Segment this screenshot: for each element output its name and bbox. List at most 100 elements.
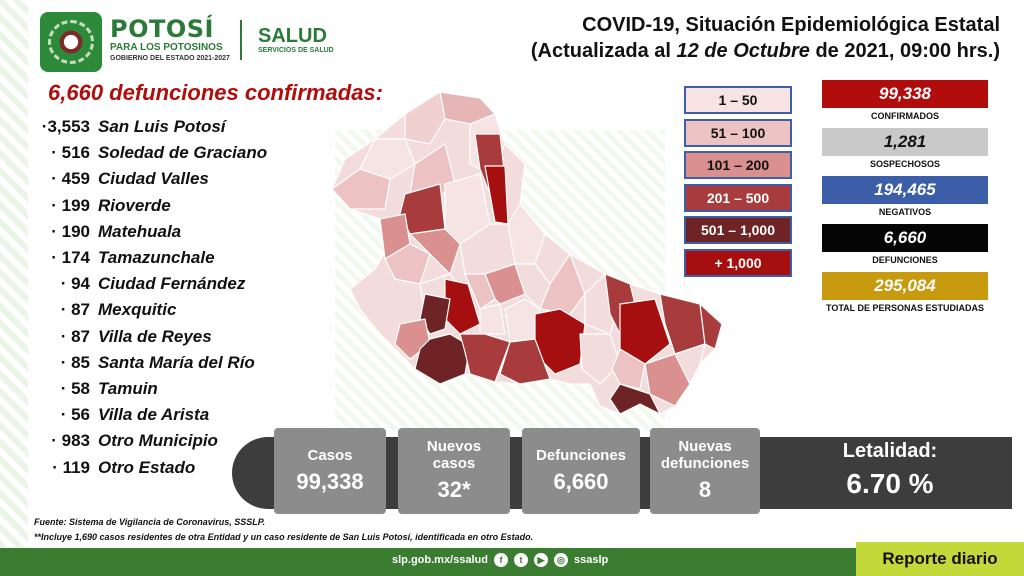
casos-card: Casos 99,338 — [274, 428, 386, 514]
title-suffix: de 2021, 09:00 hrs.) — [809, 40, 1000, 62]
brand-block: POTOSÍ PARA LOS POTOSINOS GOBIERNO DEL E… — [110, 16, 230, 64]
map-region — [459, 333, 511, 383]
map-legend: 1 – 50 51 – 100 101 – 200 201 – 500 501 – 1,… — [684, 86, 792, 282]
title-line-2: (Actualizada al 12 de Octubre de 2021, 0… — [531, 38, 1000, 64]
municipality-name: Soledad de Graciano — [98, 143, 268, 163]
header-divider — [240, 20, 242, 60]
municipality-count: · 983 — [51, 431, 90, 451]
stat-value: 6,660 — [822, 224, 988, 252]
municipality-row: ·3,553 San Luis Potosí — [30, 114, 330, 140]
stat-label: CONFIRMADOS — [871, 111, 939, 121]
legend-item: 201 – 500 — [684, 183, 792, 212]
municipality-count: · 516 — [51, 143, 90, 163]
municipality-count: · 190 — [51, 221, 90, 241]
municipality-row: · 199 Rioverde — [30, 193, 330, 219]
municipality-row: · 190 Matehuala — [30, 219, 330, 245]
legend-item: 1 – 50 — [684, 86, 792, 114]
youtube-icon[interactable]: ▶ — [533, 553, 548, 567]
municipality-list: ·3,553 San Luis Potosí · 516 Soledad de Gra… — [30, 114, 330, 481]
casos-value: 99,338 — [296, 468, 364, 494]
municipality-name: Villa de Reyes — [98, 326, 212, 346]
map-region — [479, 303, 506, 335]
municipality-name: Villa de Arista — [98, 405, 210, 425]
municipality-row: · 87 Villa de Reyes — [30, 324, 330, 350]
nuevas-defunciones-value: 8 — [698, 477, 712, 502]
municipality-name: Ciudad Valles — [98, 169, 209, 189]
municipality-count: · 56 — [60, 405, 90, 425]
stat-block: 99,338 CONFIRMADOS — [822, 80, 988, 122]
map-region — [499, 338, 551, 385]
page-title: COVID-19, Situación Epidemiológica Estat… — [531, 12, 1000, 64]
stats-panel: 99,338 CONFIRMADOS 1,281 SOSPECHOSOS 194,465… — [822, 80, 988, 320]
legend-item: + 1,000 — [684, 248, 792, 277]
municipality-count: · 459 — [51, 169, 90, 189]
stat-label: SOSPECHOSOS — [869, 159, 941, 169]
twitter-icon[interactable]: t — [513, 553, 528, 567]
stat-value: 99,338 — [822, 80, 988, 108]
salud-block: SALUD SERVICIOS DE SALUD — [258, 25, 334, 54]
municipality-count: · 87 — [60, 326, 90, 346]
defunciones-value: 6,660 — [553, 468, 609, 494]
website-link[interactable]: slp.gob.mx/ssalud — [392, 554, 488, 566]
stat-label: TOTAL DE PERSONAS ESTUDIADAS — [825, 303, 985, 313]
municipality-count: · 199 — [51, 195, 90, 215]
municipality-row: · 56 Villa de Arista — [30, 402, 330, 428]
nuevos-casos-label: Nuevos casos — [426, 438, 482, 472]
salud-name: SALUD — [258, 25, 327, 47]
municipality-name: Santa María del Río — [98, 352, 255, 372]
municipality-row: · 85 Santa María del Río — [30, 350, 330, 376]
stat-block: 295,084 TOTAL DE PERSONAS ESTUDIADAS — [822, 272, 988, 314]
nuevas-defunciones-card: Nuevas defunciones 8 — [650, 428, 760, 514]
legend-item: 501 – 1,000 — [684, 216, 792, 245]
map-region — [331, 168, 391, 210]
municipality-count: · 174 — [51, 248, 90, 268]
stat-label: NEGATIVOS — [878, 207, 932, 217]
municipality-name: Tamuin — [98, 378, 158, 398]
stat-value: 194,465 — [822, 176, 988, 204]
legend-item: 101 – 200 — [684, 151, 792, 180]
brand-subtitle: PARA LOS POTOSINOS — [110, 42, 223, 53]
municipality-name: Matehuala — [98, 221, 182, 241]
instagram-icon[interactable]: ◎ — [553, 553, 568, 567]
defunciones-card: Defunciones 6,660 — [522, 428, 640, 514]
municipality-count: · 119 — [52, 457, 90, 477]
map-region — [359, 138, 416, 180]
municipality-name: Tamazunchale — [98, 248, 215, 268]
title-line-1: COVID-19, Situación Epidemiológica Estat… — [582, 14, 1000, 36]
casos-label: Casos — [307, 446, 353, 464]
municipality-row: · 459 Ciudad Valles — [30, 166, 330, 192]
municipality-name: Otro Estado — [98, 457, 196, 477]
map-region — [611, 348, 646, 390]
lethality-value: 6.70 % — [846, 468, 934, 499]
stat-block: 194,465 NEGATIVOS — [822, 176, 988, 218]
map-region — [414, 333, 471, 385]
title-prefix: (Actualizada al — [530, 40, 677, 62]
map-region — [404, 91, 446, 145]
map-region — [579, 333, 621, 385]
municipality-name: Rioverde — [98, 195, 171, 215]
municipality-row: · 58 Tamuin — [30, 376, 330, 402]
brand-name: POTOSÍ — [110, 15, 214, 43]
municipality-count: · 85 — [60, 352, 90, 372]
salud-subtitle: SERVICIOS DE SALUD — [258, 47, 334, 54]
footer-bar — [0, 548, 1024, 576]
municipality-row: · 174 Tamazunchale — [30, 245, 330, 271]
municipality-count: · 94 — [60, 274, 90, 294]
facebook-icon[interactable]: f — [493, 553, 508, 567]
nuevas-defunciones-label: Nuevas defunciones — [660, 438, 750, 472]
brand-government: GOBIERNO DEL ESTADO 2021-2027 — [110, 55, 230, 62]
stat-label: DEFUNCIONES — [872, 255, 938, 265]
stat-block: 6,660 DEFUNCIONES — [822, 224, 988, 266]
municipality-name: Otro Municipio — [98, 431, 218, 451]
potosi-logo-icon — [40, 12, 102, 72]
stat-value: 295,084 — [822, 272, 988, 300]
nuevos-casos-value: 32* — [437, 477, 471, 502]
social-handle[interactable]: ssaslp — [573, 554, 609, 566]
municipality-name: San Luis Potosí — [98, 117, 226, 137]
map-region — [609, 383, 661, 415]
municipality-row: · 119 Otro Estado — [30, 454, 330, 480]
map-region — [484, 263, 526, 305]
map-region — [409, 228, 461, 275]
municipality-count: · 87 — [60, 300, 90, 320]
map-region — [539, 253, 586, 315]
